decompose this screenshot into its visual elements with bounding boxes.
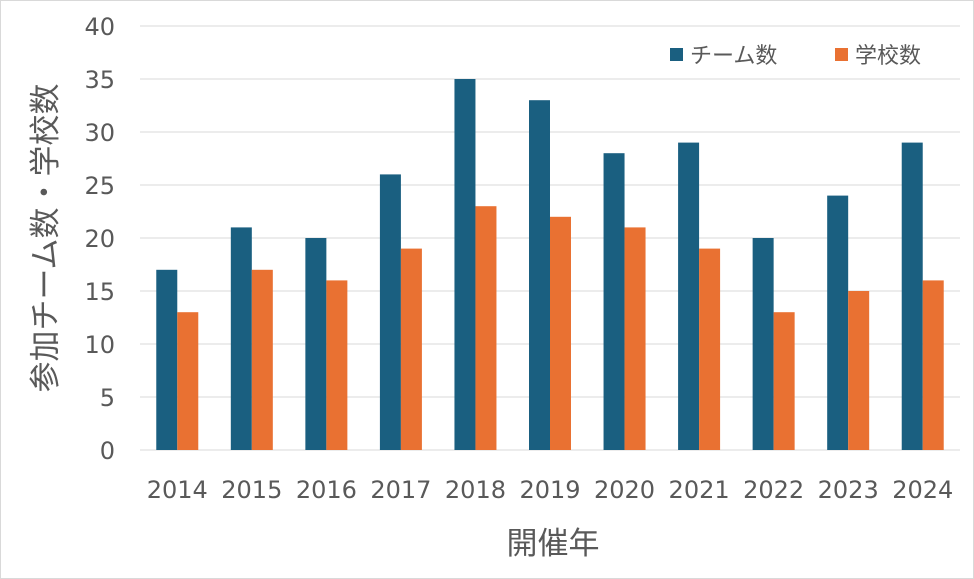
legend-label: チーム数 [690, 44, 777, 69]
x-tick-label: 2019 [519, 476, 580, 504]
bar-teams-2019 [529, 100, 550, 450]
legend-label: 学校数 [855, 44, 921, 69]
bar-schools-2016 [326, 280, 348, 450]
bar-teams-2016 [305, 238, 327, 450]
x-tick-label: 2016 [296, 476, 357, 504]
y-axis-title: 参加チーム数・学校数 [28, 83, 64, 392]
bar-teams-2022 [752, 238, 774, 450]
bar-schools-2015 [251, 269, 273, 450]
x-tick-label: 2014 [147, 476, 208, 504]
y-tick-label: 30 [84, 119, 115, 147]
y-tick-label: 15 [84, 278, 115, 306]
bar-teams-2020 [603, 153, 625, 450]
bar-teams-2017 [379, 174, 401, 450]
bar-teams-2021 [678, 142, 700, 450]
legend-swatch [835, 48, 848, 61]
y-tick-label: 10 [84, 331, 115, 359]
bar-teams-2024 [901, 142, 923, 450]
x-tick-label: 2018 [445, 476, 506, 504]
y-tick-label: 0 [100, 437, 115, 465]
bar-teams-2023 [827, 195, 849, 450]
x-tick-label: 2023 [818, 476, 879, 504]
x-tick-label: 2021 [669, 476, 730, 504]
y-tick-label: 5 [100, 384, 115, 412]
y-tick-label: 40 [84, 13, 115, 41]
bar-schools-2023 [848, 291, 870, 450]
bar-schools-2022 [773, 312, 795, 450]
bar-schools-2017 [400, 248, 422, 450]
x-axis-ticks: 2014 2015 2016 2017 2018 2019 2020 2021 2022 2023… [147, 476, 954, 504]
x-tick-label: 2022 [743, 476, 804, 504]
bar-schools-2018 [475, 206, 497, 450]
bar-teams-2015 [230, 227, 252, 450]
x-tick-label: 2020 [594, 476, 655, 504]
bar-schools-2020 [624, 227, 646, 450]
legend: チーム数 学校数 [670, 44, 921, 69]
bar-teams-2018 [454, 79, 476, 450]
x-tick-label: 2024 [892, 476, 953, 504]
y-tick-label: 20 [84, 225, 115, 253]
legend-swatch [670, 48, 683, 61]
y-tick-label: 25 [84, 172, 115, 200]
bar-schools-2021 [699, 248, 721, 450]
x-tick-label: 2017 [370, 476, 431, 504]
bars [156, 79, 944, 450]
y-tick-label: 35 [84, 66, 115, 94]
y-axis-ticks: 0 5 10 15 20 25 30 35 40 [84, 13, 115, 465]
x-tick-label: 2015 [221, 476, 282, 504]
bar-schools-2014 [177, 312, 199, 450]
bar-schools-2024 [922, 280, 944, 450]
x-axis-title: 開催年 [507, 526, 600, 562]
bar-teams-2014 [156, 269, 178, 450]
bar-schools-2019 [550, 216, 571, 450]
